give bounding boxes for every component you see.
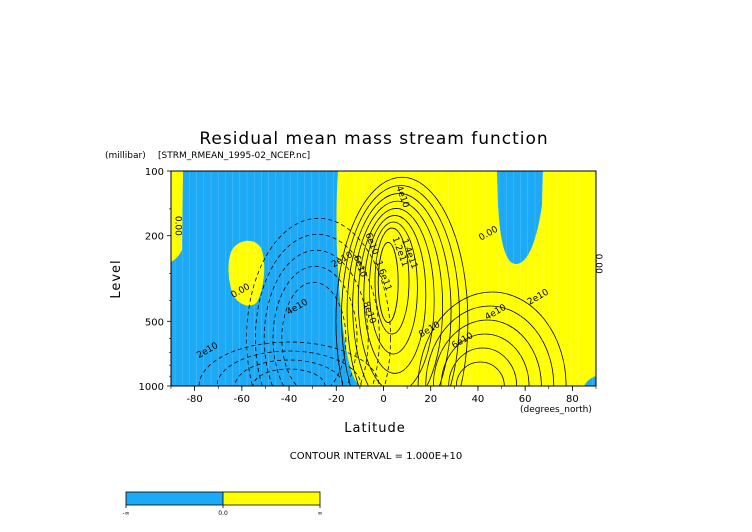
colorbar-label-zero: 0.0 <box>218 510 228 517</box>
contour-positive-north <box>417 291 567 386</box>
x-tick-label: -40 <box>281 394 297 405</box>
contour-positive <box>363 215 427 374</box>
y-tick-label: 1000 <box>139 382 164 393</box>
contour-core <box>377 242 399 323</box>
contour-positive-north <box>440 333 530 386</box>
y-tick-label: 200 <box>145 232 164 243</box>
contour-positive-north <box>433 319 542 386</box>
contour-interval-text: CONTOUR INTERVAL = 1.000E+10 <box>290 451 462 462</box>
contour-positive <box>335 176 469 386</box>
negative-region <box>171 171 360 386</box>
contour-negative <box>272 265 358 386</box>
contour-negative-surface <box>216 350 362 386</box>
positive-island <box>228 240 265 306</box>
contour-label: 0.00 <box>593 254 603 274</box>
y-tick-label: 500 <box>145 317 164 328</box>
contour-positive <box>346 193 452 386</box>
contour-positive <box>369 221 418 355</box>
x-axis: -80 -60 -40 -20 0 20 40 60 80 <box>170 386 597 405</box>
contour-positive-north <box>455 361 505 386</box>
contour-negative <box>263 249 369 386</box>
y-units: (millibar) <box>105 151 146 161</box>
contour-positive <box>357 208 435 386</box>
contour-negative <box>281 281 347 386</box>
y-tick-label: 100 <box>145 167 164 178</box>
contour-positive-north <box>448 347 518 386</box>
x-tick-label: -20 <box>328 394 344 405</box>
northern-negative-tongue <box>497 171 543 264</box>
north-pole-negative <box>584 376 596 386</box>
contour-positive <box>341 185 460 386</box>
x-axis-label: Latitude <box>344 421 406 436</box>
x-tick-label: 20 <box>424 394 437 405</box>
chart-subtitle: [STRM_RMEAN_1995-02_NCEP.nc] <box>158 151 310 161</box>
southern-positive-bump <box>171 171 183 262</box>
colorbar-label-min: -∞ <box>122 510 129 517</box>
colorbar-positive <box>223 492 320 505</box>
contour-negative <box>255 233 380 386</box>
x-units: (degrees_north) <box>520 405 592 415</box>
contour-label: 0.00 <box>173 216 183 236</box>
x-tick-label: -80 <box>186 394 202 405</box>
contour-negative-surface <box>252 368 326 386</box>
x-tick-label: 40 <box>472 394 485 405</box>
southern-edge-blank <box>164 342 171 372</box>
colorbar-negative <box>126 492 223 505</box>
y-axis: 100 200 500 1000 <box>139 167 171 393</box>
chart-title: Residual mean mass stream function <box>199 129 548 149</box>
colorbar: -∞ 0.0 ∞ <box>122 491 323 517</box>
y-axis-label: Level <box>109 259 124 298</box>
contour-negative-surface <box>198 341 380 386</box>
contour-negative <box>246 217 391 386</box>
x-tick-label: 0 <box>380 394 386 405</box>
vertical-hatching <box>174 171 593 386</box>
colorbar-label-max: ∞ <box>318 510 323 517</box>
x-tick-label: 80 <box>566 394 579 405</box>
contour-lines <box>198 176 567 386</box>
x-tick-label: 60 <box>519 394 532 405</box>
contour-positive <box>374 227 410 335</box>
x-tick-label: -60 <box>234 394 250 405</box>
contour-positive-north <box>425 305 555 386</box>
plot-area <box>164 171 596 386</box>
